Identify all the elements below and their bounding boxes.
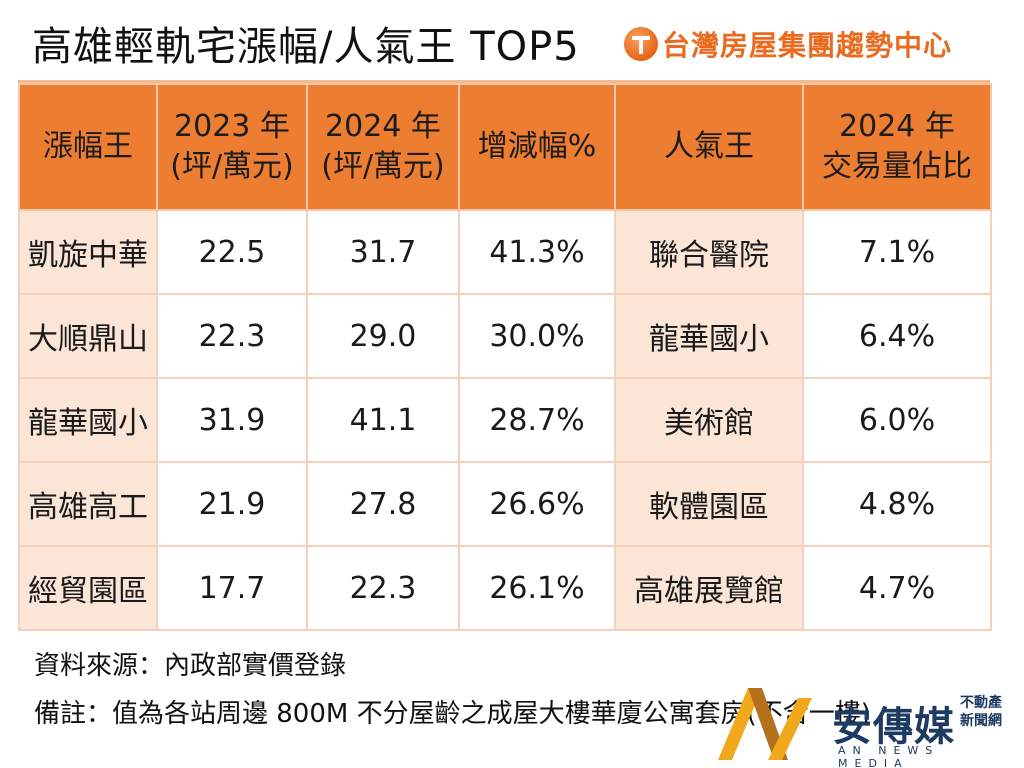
share-2024-cell: 6.4% [802, 293, 992, 379]
change-cell: 26.6% [458, 461, 616, 547]
divider [18, 80, 990, 83]
page-title: 高雄輕軌宅漲幅/人氣王 TOP5 [32, 24, 580, 70]
data-table: 漲幅王 2023 年 (坪/萬元) 2024 年 (坪/萬元) 增減幅% 人氣王 2… [18, 83, 992, 631]
watermark: 安傳媒 不動產 新聞網 AN NEWS MEDIA [718, 688, 1018, 768]
popular-station-cell: 聯合醫院 [614, 209, 804, 295]
price-2024-cell: 31.7 [306, 209, 460, 295]
brand: 台灣房屋集團趨勢中心 [624, 22, 952, 66]
watermark-name: 安傳媒 [832, 704, 955, 750]
gain-station-cell: 經貿園區 [18, 545, 158, 631]
watermark-subtitle: 不動產 新聞網 [960, 694, 1002, 730]
price-2023-cell: 22.5 [156, 209, 308, 295]
table-row: 凱旋中華 22.5 31.7 41.3% 聯合醫院 7.1% [18, 209, 992, 295]
price-2024-cell: 27.8 [306, 461, 460, 547]
watermark-subtitle-line: 不動產 [960, 695, 1002, 711]
column-header-change: 增減幅% [458, 83, 616, 211]
column-header-popular-station: 人氣王 [614, 83, 804, 211]
column-header-unit: 交易量佔比 [822, 149, 972, 184]
column-header-label: 增減幅% [477, 129, 597, 164]
column-header-label: 2023 年 [174, 109, 290, 144]
column-header-price-2024: 2024 年 (坪/萬元) [306, 83, 460, 211]
table-row: 經貿園區 17.7 22.3 26.1% 高雄展覽館 4.7% [18, 545, 992, 631]
gain-station-cell: 高雄高工 [18, 461, 158, 547]
share-2024-cell: 4.7% [802, 545, 992, 631]
popular-station-cell: 高雄展覽館 [614, 545, 804, 631]
source-note: 資料來源：內政部實價登錄 [34, 651, 347, 681]
watermark-english: AN NEWS MEDIA [838, 744, 940, 768]
watermark-subtitle-line: 新聞網 [960, 713, 1002, 729]
column-header-share-2024: 2024 年交易量佔比 [802, 83, 992, 211]
table-row: 高雄高工 21.9 27.8 26.6% 軟體園區 4.8% [18, 461, 992, 547]
gain-station-cell: 大順鼎山 [18, 293, 158, 379]
footer: 資料來源：內政部實價登錄 備註：值為各站周邊 800M 不分屋齡之成屋大樓華廈公… [34, 642, 871, 738]
brand-logo-icon [624, 27, 658, 61]
remark-note: 備註：值為各站周邊 800M 不分屋齡之成屋大樓華廈公寓套房(不含一樓) [34, 699, 871, 729]
table-row: 大順鼎山 22.3 29.0 30.0% 龍華國小 6.4% [18, 293, 992, 379]
column-header-unit: (坪/萬元) [170, 149, 294, 184]
column-header-label: 漲幅王 [43, 129, 133, 164]
table-header-row: 漲幅王 2023 年 (坪/萬元) 2024 年 (坪/萬元) 增減幅% 人氣王 2… [18, 83, 992, 211]
gain-station-cell: 龍華國小 [18, 377, 158, 463]
share-2024-cell: 6.0% [802, 377, 992, 463]
column-header-unit: (坪/萬元) [321, 149, 445, 184]
popular-station-cell: 美術館 [614, 377, 804, 463]
column-header-gain-station: 漲幅王 [18, 83, 158, 211]
column-header-label: 人氣王 [664, 129, 754, 164]
popular-station-cell: 軟體園區 [614, 461, 804, 547]
column-header-label: 2024 年 [325, 109, 441, 144]
price-2023-cell: 21.9 [156, 461, 308, 547]
change-cell: 30.0% [458, 293, 616, 379]
brand-name: 台灣房屋集團趨勢中心 [662, 29, 953, 62]
header: 高雄輕軌宅漲幅/人氣王 TOP5 台灣房屋集團趨勢中心 [0, 0, 1024, 83]
gain-station-cell: 凱旋中華 [18, 209, 158, 295]
share-2024-cell: 7.1% [802, 209, 992, 295]
popular-station-cell: 龍華國小 [614, 293, 804, 379]
column-header-label: 2024 年 [839, 109, 955, 144]
change-cell: 28.7% [458, 377, 616, 463]
price-2023-cell: 17.7 [156, 545, 308, 631]
price-2023-cell: 31.9 [156, 377, 308, 463]
column-header-price-2023: 2023 年 (坪/萬元) [156, 83, 308, 211]
price-2024-cell: 29.0 [306, 293, 460, 379]
price-2024-cell: 41.1 [306, 377, 460, 463]
price-2023-cell: 22.3 [156, 293, 308, 379]
table-row: 龍華國小 31.9 41.1 28.7% 美術館 6.0% [18, 377, 992, 463]
change-cell: 41.3% [458, 209, 616, 295]
an-news-logo-icon [718, 688, 812, 760]
change-cell: 26.1% [458, 545, 616, 631]
price-2024-cell: 22.3 [306, 545, 460, 631]
share-2024-cell: 4.8% [802, 461, 992, 547]
